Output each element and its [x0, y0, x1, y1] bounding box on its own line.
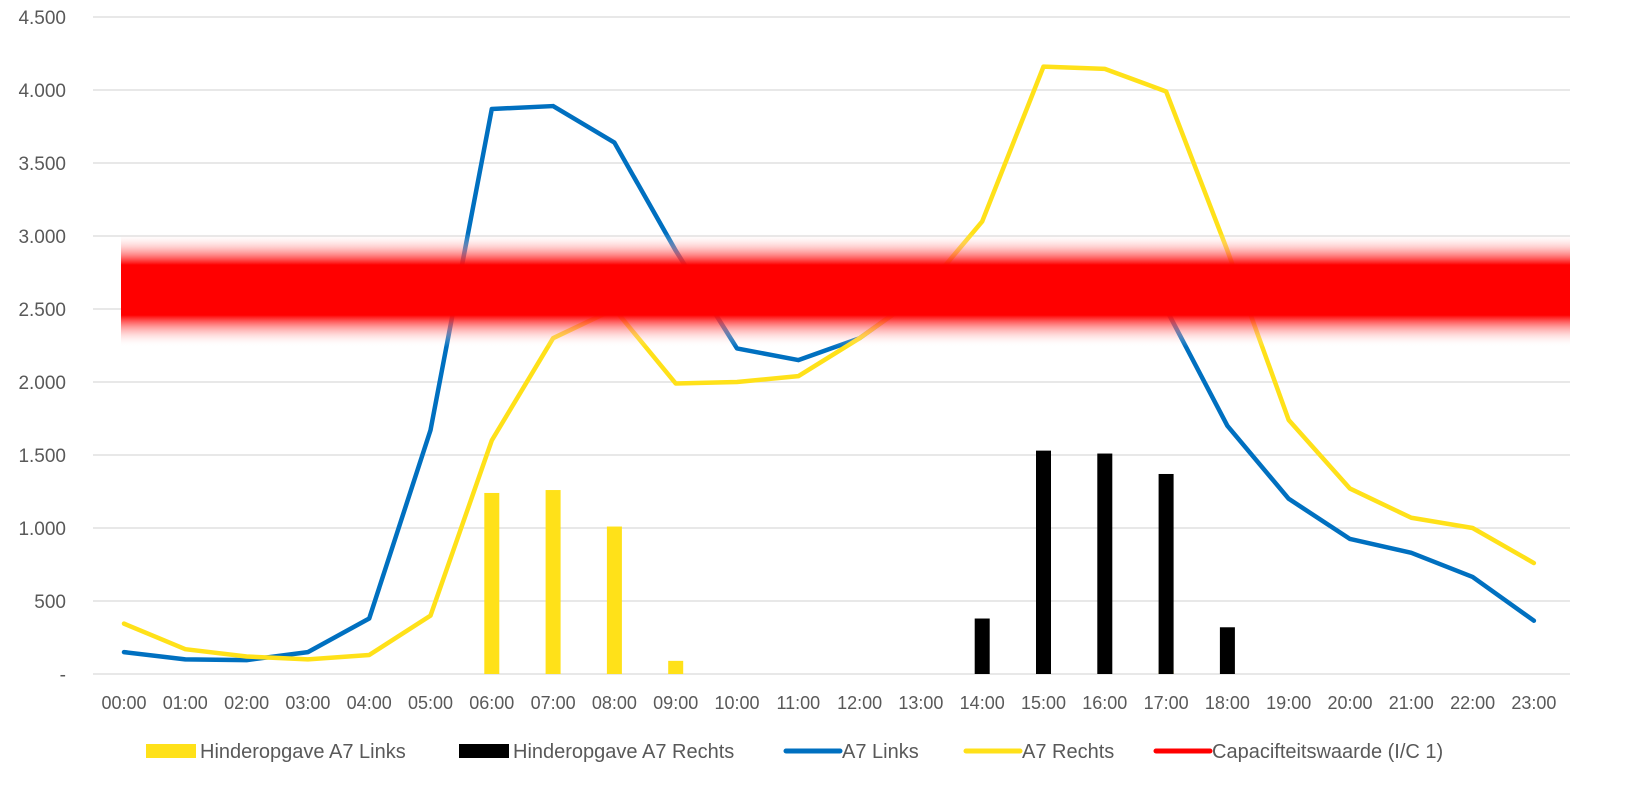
- legend-item-2: A7 Links: [783, 741, 919, 763]
- y-tick-label: 1.500: [18, 446, 66, 467]
- y-tick-label: 4.500: [18, 8, 66, 29]
- x-tick-label: 07:00: [531, 693, 576, 713]
- x-tick-label: 09:00: [653, 693, 698, 713]
- x-tick-label: 21:00: [1389, 693, 1434, 713]
- legend-label: Hinderopgave A7 Rechts: [513, 741, 734, 763]
- x-tick-label: 17:00: [1144, 693, 1189, 713]
- x-tick-label: 03:00: [285, 693, 330, 713]
- bar-0-8: [606, 526, 622, 674]
- legend-item-4: Capacifteitswaarde (I/C 1): [1153, 741, 1443, 763]
- x-tick-label: 11:00: [776, 693, 820, 713]
- y-tick-label: 1.000: [18, 519, 66, 540]
- x-tick-label: 08:00: [592, 693, 637, 713]
- y-tick-label: 4.000: [18, 81, 66, 102]
- bar-1-17: [1158, 473, 1174, 674]
- x-tick-label: 18:00: [1205, 693, 1250, 713]
- bar-0-9: [668, 660, 684, 674]
- legend-item-1: Hinderopgave A7 Rechts: [459, 741, 734, 763]
- bar-1-14: [974, 618, 990, 674]
- legend-swatch: [146, 744, 196, 758]
- y-axis-ticks: - 500 1.000 1.500 2.000 2.500 3.000 3.500 4.000 4…: [18, 8, 66, 686]
- legend-swatch: [459, 744, 509, 758]
- series-line-2: [121, 103, 1537, 663]
- series-lines: [121, 64, 1570, 663]
- x-tick-label: 05:00: [408, 693, 453, 713]
- x-tick-label: 14:00: [960, 693, 1005, 713]
- legend-item-0: Hinderopgave A7 Links: [146, 741, 406, 763]
- legend: Hinderopgave A7 Links Hinderopgave A7 Rec…: [146, 741, 1443, 763]
- x-tick-label: 01:00: [163, 693, 208, 713]
- x-tick-label: 23:00: [1511, 693, 1556, 713]
- y-tick-label: 500: [34, 592, 66, 613]
- x-tick-label: 02:00: [224, 693, 269, 713]
- x-tick-label: 12:00: [837, 693, 882, 713]
- series-line-3: [121, 64, 1537, 662]
- y-tick-label: 2.000: [18, 373, 66, 394]
- x-tick-label: 06:00: [469, 693, 514, 713]
- x-tick-label: 13:00: [898, 693, 943, 713]
- y-tick-label: 3.500: [18, 154, 66, 175]
- x-tick-label: 15:00: [1021, 693, 1066, 713]
- x-tick-label: 04:00: [347, 693, 392, 713]
- y-tick-label: 3.000: [18, 227, 66, 248]
- bar-1-18: [1219, 627, 1235, 674]
- legend-label: A7 Rechts: [1022, 741, 1114, 763]
- x-tick-label: 20:00: [1327, 693, 1372, 713]
- bar-0-6: [484, 492, 500, 674]
- legend-item-3: A7 Rechts: [963, 741, 1114, 763]
- y-tick-label: 2.500: [18, 300, 66, 321]
- x-tick-label: 16:00: [1082, 693, 1127, 713]
- capacity-line: [121, 233, 1570, 348]
- x-tick-label: 22:00: [1450, 693, 1495, 713]
- bar-0-7: [545, 490, 561, 674]
- x-tick-label: 19:00: [1266, 693, 1311, 713]
- x-tick-label: 00:00: [101, 693, 146, 713]
- legend-label: Capacifteitswaarde (I/C 1): [1212, 741, 1443, 763]
- y-tick-label: -: [60, 665, 66, 686]
- bar-1-15: [1036, 450, 1051, 674]
- legend-label: Hinderopgave A7 Links: [200, 741, 406, 763]
- bars: [484, 450, 1235, 674]
- bar-1-16: [1097, 453, 1113, 674]
- x-axis-ticks: 00:00 01:00 02:00 03:00 04:00 05:00 06:00 07:00…: [101, 693, 1556, 713]
- legend-label: A7 Links: [842, 741, 919, 763]
- x-tick-label: 10:00: [714, 693, 759, 713]
